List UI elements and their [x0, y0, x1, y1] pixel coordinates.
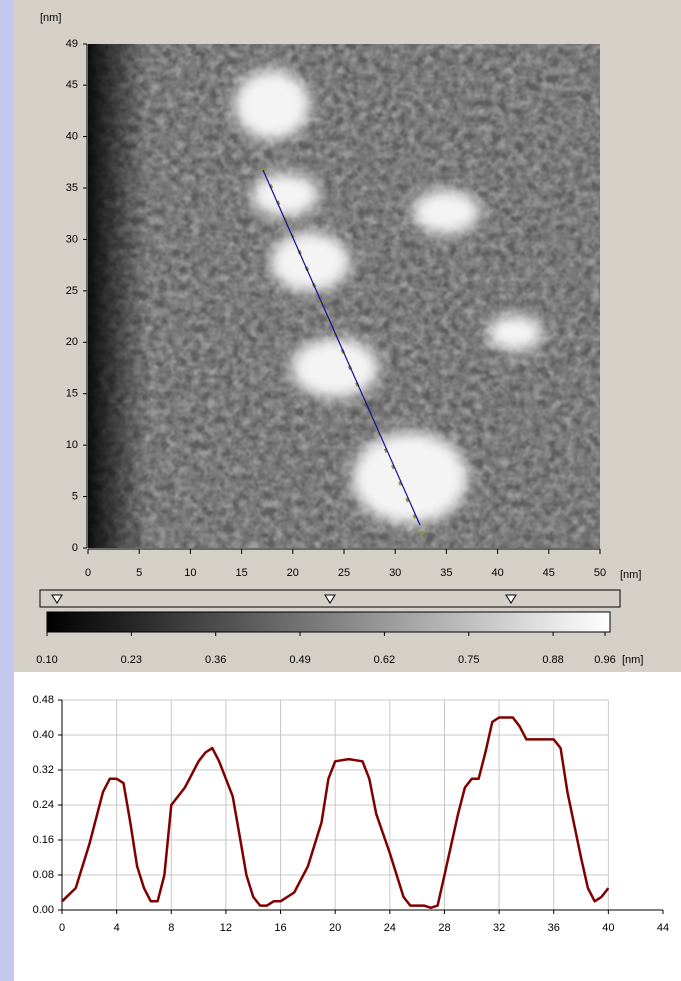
colorbar-tick-label: 0.23 [121, 654, 142, 666]
y-tick-label: 5 [72, 490, 78, 502]
x-tick-label: 0 [59, 922, 65, 934]
y-tick-label: 15 [66, 388, 78, 400]
x-tick-label: 24 [384, 922, 396, 934]
side-strip [0, 0, 14, 981]
x-tick-label: 28 [438, 922, 450, 934]
colorbar [46, 611, 611, 633]
y-tick-label: 30 [66, 233, 78, 245]
x-tick-label: 32 [493, 922, 505, 934]
y-tick-label: 10 [66, 439, 78, 451]
x-tick-label: 36 [548, 922, 560, 934]
y-tick-label: 49 [66, 38, 78, 50]
x-tick-label: 40 [491, 567, 503, 579]
colorbar-tick-label: 0.49 [289, 654, 310, 666]
x-unit: [nm] [620, 569, 641, 581]
colorbar-unit: [nm] [622, 654, 643, 666]
colorbar-tick-label: 0.96 [594, 654, 615, 666]
profile-line [61, 716, 610, 910]
x-tick-label: 20 [287, 567, 299, 579]
x-tick-label: 40 [602, 922, 614, 934]
x-tick-label: 15 [235, 567, 247, 579]
y-tick-label: 0.32 [33, 764, 54, 776]
x-tick-label: 50 [594, 567, 606, 579]
y-tick-label: 40 [66, 130, 78, 142]
afm-image [88, 44, 600, 548]
slider-handles[interactable] [51, 594, 517, 604]
x-tick-label: 45 [543, 567, 555, 579]
colorbar-tick-label: 0.36 [205, 654, 226, 666]
y-tick-label: 0.24 [33, 799, 54, 811]
x-tick-label: 16 [274, 922, 286, 934]
x-tick-label: 30 [389, 567, 401, 579]
y-tick-label: 35 [66, 182, 78, 194]
x-tick-label: 25 [338, 567, 350, 579]
y-tick-label: 45 [66, 79, 78, 91]
x-tick-label: 35 [440, 567, 452, 579]
y-tick-label: 25 [66, 285, 78, 297]
x-tick-label: 44 [657, 922, 669, 934]
y-tick-label: 20 [66, 336, 78, 348]
x-tick-label: 20 [329, 922, 341, 934]
y-tick-label: 0.08 [33, 869, 54, 881]
x-tick-label: 8 [168, 922, 174, 934]
x-tick-label: 4 [114, 922, 120, 934]
colorbar-tick-label: 0.88 [542, 654, 563, 666]
colorbar-tick-label: 0.75 [458, 654, 479, 666]
x-tick-label: 10 [184, 567, 196, 579]
y-tick-label: 0.48 [33, 694, 54, 706]
y-tick-label: 0.40 [33, 729, 54, 741]
y-tick-label: 0.00 [33, 904, 54, 916]
x-tick-label: 12 [220, 922, 232, 934]
colorbar-tick-label: 0.62 [374, 654, 395, 666]
y-unit: [nm] [40, 12, 61, 24]
x-tick-label: 0 [85, 567, 91, 579]
colorbar-tick-label: 0.10 [36, 654, 57, 666]
bottom-panel [0, 672, 681, 981]
y-tick-label: 0.16 [33, 834, 54, 846]
x-tick-label: 5 [136, 567, 142, 579]
y-tick-label: 0 [72, 542, 78, 554]
